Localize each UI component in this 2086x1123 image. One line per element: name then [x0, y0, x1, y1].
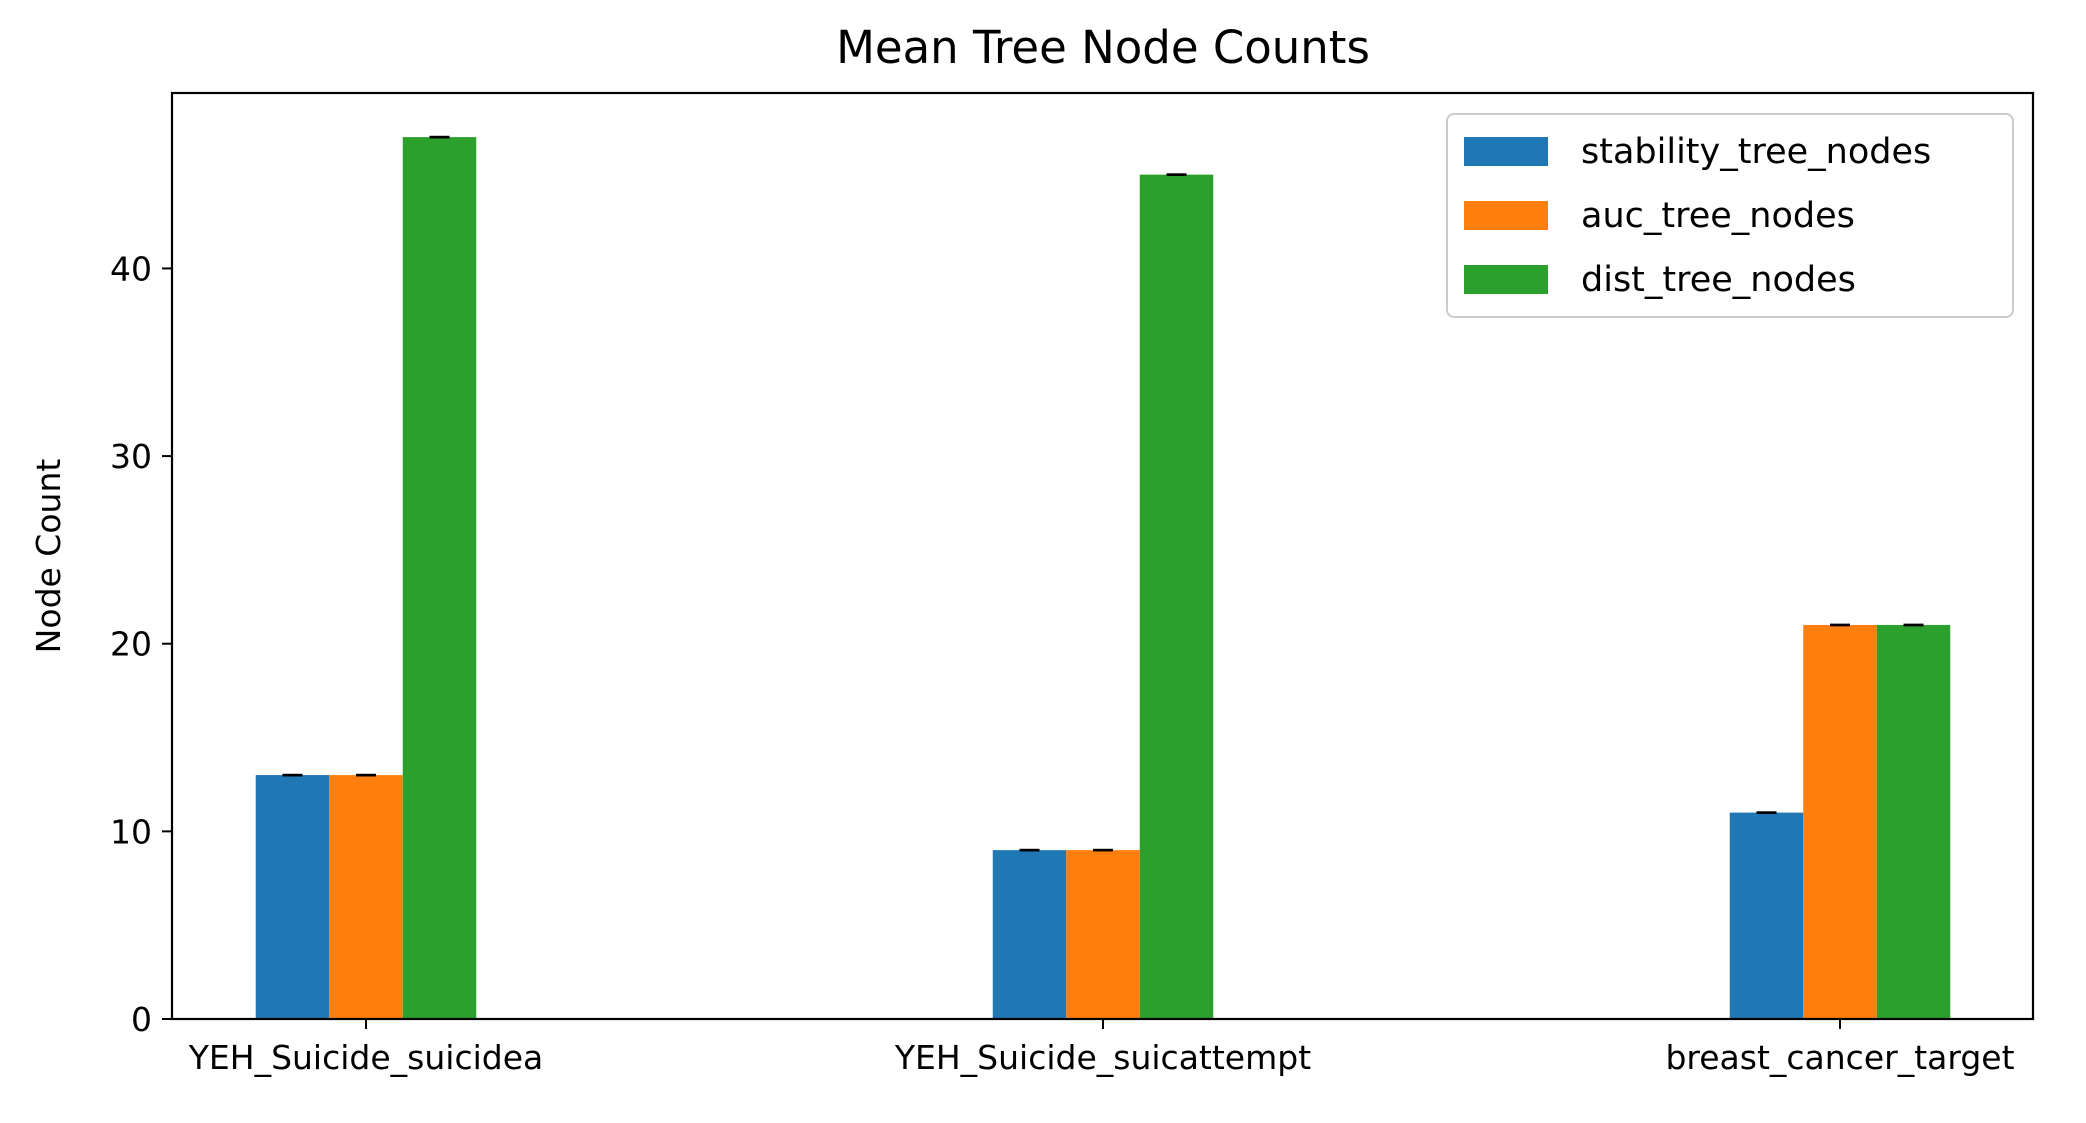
bar-auc_tree_nodes-0 [329, 775, 403, 1019]
legend-swatch-stability_tree_nodes [1464, 137, 1548, 166]
x-tick-label: breast_cancer_target [1665, 1038, 2014, 1077]
legend-swatch-dist_tree_nodes [1464, 265, 1548, 294]
bar-auc_tree_nodes-2 [1803, 624, 1877, 1019]
bar-stability_tree_nodes-0 [255, 775, 330, 1019]
y-tick-label: 10 [110, 812, 152, 851]
y-tick-label: 30 [110, 437, 152, 476]
legend-label-auc_tree_nodes: auc_tree_nodes [1581, 196, 1855, 236]
errorbars-layer [282, 135, 1924, 852]
legend: stability_tree_nodes auc_tree_nodes dist_t… [1446, 113, 2014, 318]
bar-dist_tree_nodes-1 [1139, 174, 1214, 1019]
legend-label-stability_tree_nodes: stability_tree_nodes [1581, 132, 1931, 172]
bar-auc_tree_nodes-1 [1066, 850, 1140, 1019]
bar-stability_tree_nodes-1 [992, 850, 1067, 1019]
legend-box [1446, 113, 2014, 318]
x-tick-label: YEH_Suicide_suicidea [188, 1038, 543, 1077]
y-axis-ticks: 0 10 20 30 40 [110, 249, 172, 1039]
x-tick-label: YEH_Suicide_suicattempt [894, 1038, 1311, 1077]
y-tick-label: 20 [110, 625, 152, 664]
chart-title: Mean Tree Node Counts [836, 21, 1370, 74]
legend-label-dist_tree_nodes: dist_tree_nodes [1581, 260, 1856, 300]
y-tick-label: 40 [110, 249, 152, 288]
legend-swatch-auc_tree_nodes [1464, 201, 1548, 230]
bar-dist_tree_nodes-2 [1876, 624, 1951, 1019]
x-axis-ticks: YEH_Suicide_suicidea YEH_Suicide_suicatte… [188, 1019, 2015, 1077]
y-axis-label: Node Count [29, 459, 68, 654]
bar-dist_tree_nodes-0 [402, 137, 477, 1020]
y-tick-label: 0 [131, 1000, 152, 1039]
bar-stability_tree_nodes-2 [1729, 812, 1804, 1019]
bars-layer [255, 137, 1951, 1020]
